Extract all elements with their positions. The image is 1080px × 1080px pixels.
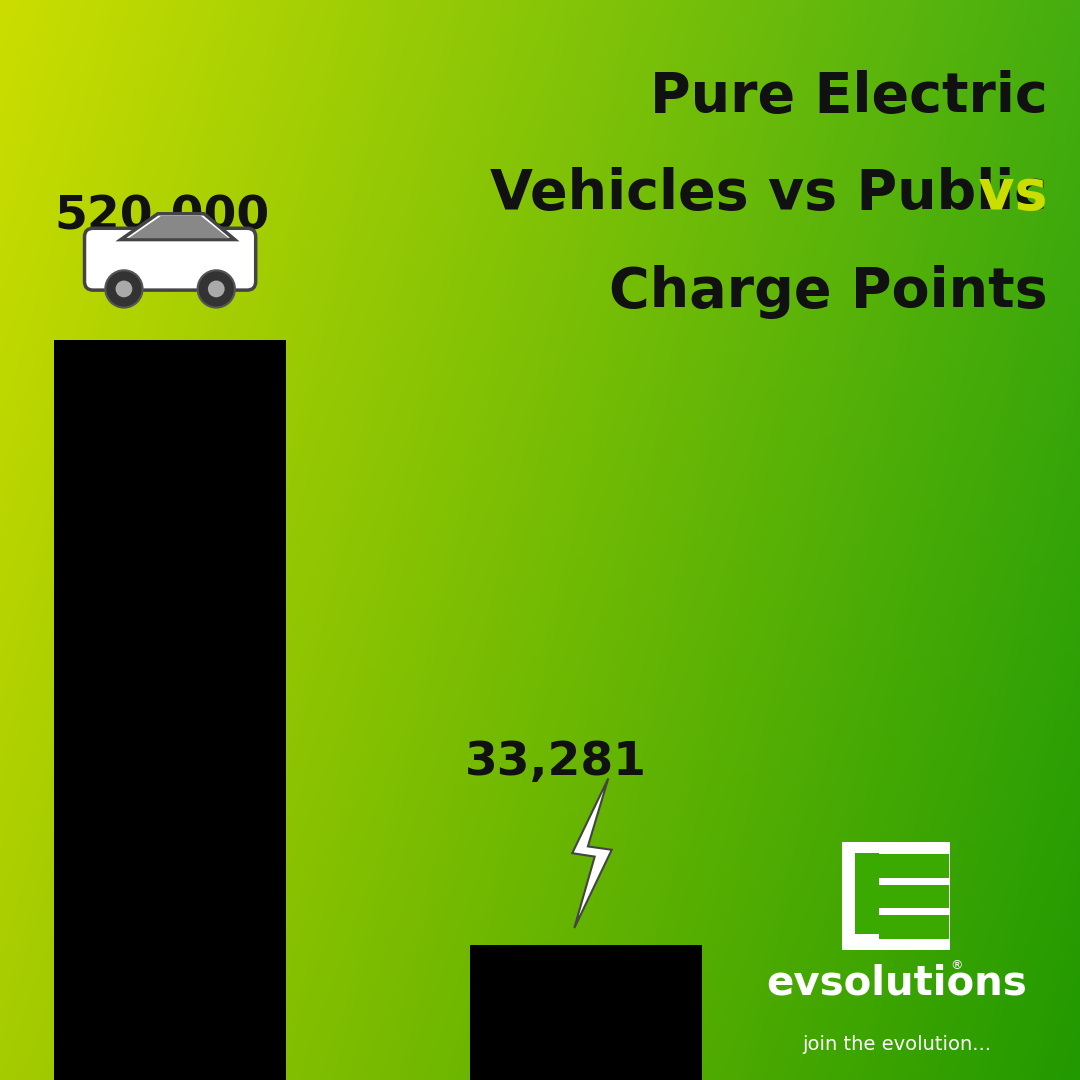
- Polygon shape: [572, 779, 611, 928]
- Text: vs: vs: [805, 167, 1048, 221]
- Text: Charge Points: Charge Points: [609, 265, 1048, 319]
- Text: ®: ®: [950, 959, 963, 972]
- Bar: [842, 842, 950, 950]
- Circle shape: [198, 270, 235, 308]
- Text: 33,281: 33,281: [464, 740, 647, 785]
- Bar: [879, 915, 949, 939]
- Circle shape: [116, 281, 133, 297]
- FancyBboxPatch shape: [84, 228, 256, 291]
- Bar: [879, 885, 949, 908]
- Bar: [470, 945, 702, 1080]
- Text: evsolutions: evsolutions: [766, 963, 1027, 1003]
- Bar: [855, 853, 879, 934]
- Circle shape: [106, 270, 143, 308]
- Polygon shape: [129, 216, 229, 239]
- Bar: [879, 854, 949, 878]
- Bar: [54, 340, 286, 1080]
- Text: Vehicles vs Public: Vehicles vs Public: [490, 167, 1048, 221]
- Text: 520,000: 520,000: [54, 194, 269, 240]
- Text: join the evolution...: join the evolution...: [801, 1035, 991, 1054]
- Text: Pure Electric: Pure Electric: [650, 70, 1048, 124]
- Circle shape: [207, 281, 225, 297]
- Polygon shape: [121, 214, 234, 240]
